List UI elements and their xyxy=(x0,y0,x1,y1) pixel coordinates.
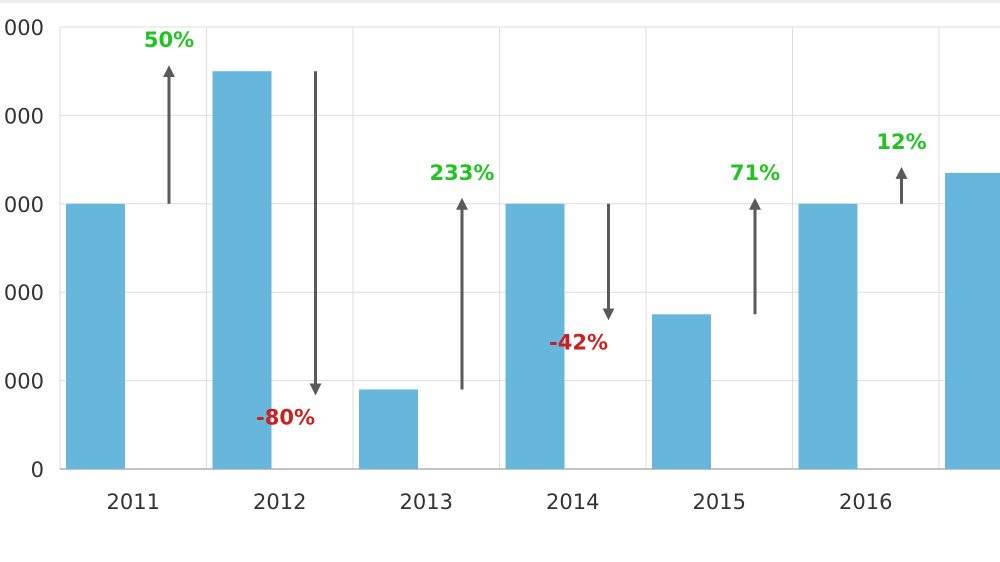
bar xyxy=(945,172,1000,470)
bar xyxy=(798,203,858,470)
y-tick-label: 000 xyxy=(4,370,44,394)
y-tick-label: 0 xyxy=(31,458,44,482)
bar xyxy=(505,203,565,470)
x-tick-label: 20 xyxy=(999,490,1000,514)
percent-change-label: 71% xyxy=(730,161,780,185)
bar xyxy=(652,314,711,469)
x-tick-label: 2016 xyxy=(839,490,892,514)
x-tick-label: 2013 xyxy=(400,490,453,514)
percent-change-label: -80% xyxy=(256,405,315,429)
y-tick-label: 000 xyxy=(4,16,44,40)
x-tick-label: 2011 xyxy=(107,490,160,514)
percent-change-label: 233% xyxy=(430,161,495,185)
percent-change-label: 50% xyxy=(144,28,194,52)
percent-change-label: 12% xyxy=(876,130,926,154)
x-tick-label: 2014 xyxy=(546,490,599,514)
bar xyxy=(359,389,418,469)
x-tick-label: 2012 xyxy=(253,490,306,514)
bar xyxy=(66,203,125,470)
y-tick-label: 000 xyxy=(4,193,44,217)
top-border xyxy=(0,0,1000,3)
y-tick-label: 000 xyxy=(4,104,44,128)
bar xyxy=(212,71,272,469)
x-tick-label: 2015 xyxy=(693,490,746,514)
y-tick-label: 000 xyxy=(4,281,44,305)
percent-change-label: -42% xyxy=(549,330,608,354)
